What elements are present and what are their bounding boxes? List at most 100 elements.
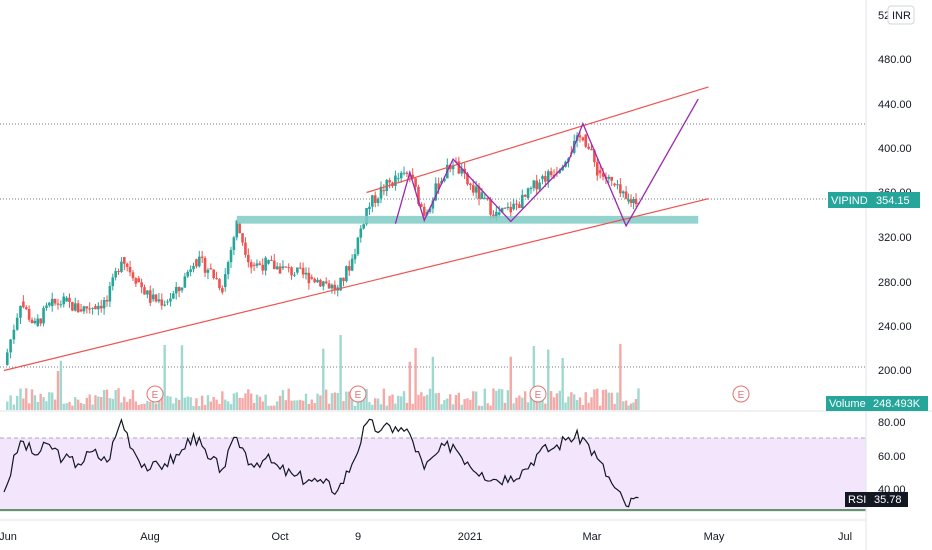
candle-body (581, 137, 585, 141)
volume-bar (385, 405, 388, 410)
candle-body (590, 148, 593, 151)
candle-body (629, 199, 633, 203)
candle-body (489, 199, 492, 215)
candle-body (59, 304, 63, 306)
volume-bar (296, 400, 299, 410)
candle-body (91, 307, 94, 309)
earnings-marker[interactable]: E (349, 385, 367, 403)
volume-bar (405, 402, 409, 410)
earnings-marker[interactable]: E (146, 385, 164, 403)
volume-bar (15, 395, 19, 410)
time-tick: Aug (140, 531, 160, 543)
rsi-line (3, 417, 639, 508)
volume-bar (431, 356, 435, 410)
volume-bar (624, 400, 628, 410)
volume-bars (6, 335, 640, 410)
volume-bar (382, 388, 386, 410)
candle-body (22, 301, 25, 308)
volume-bar (76, 399, 80, 410)
candle-body (293, 274, 296, 276)
candles (5, 130, 640, 366)
candle-body (535, 180, 539, 190)
candle-body (408, 173, 412, 176)
candle-body (102, 300, 106, 309)
candle-body (180, 287, 184, 291)
candle-body (486, 197, 489, 200)
candle-body (578, 135, 582, 138)
price-tick: 320.00 (878, 232, 912, 244)
volume-bar (342, 400, 345, 410)
volume-bar (22, 398, 25, 410)
price-tick: 480.00 (878, 54, 912, 66)
earnings-marker[interactable]: E (529, 385, 547, 403)
pattern-line[interactable] (394, 98, 699, 228)
volume-bar (521, 397, 524, 410)
volume-bar (555, 393, 559, 410)
volume-bar (581, 405, 585, 410)
volume-bar (399, 396, 403, 410)
rsi-tick: 60.00 (878, 451, 906, 463)
price-tick: 52 (878, 10, 890, 22)
volume-bar (71, 405, 74, 410)
channel-upper-line[interactable] (366, 86, 709, 194)
volume-bar (368, 402, 371, 410)
volume-bar (275, 401, 279, 410)
candle-body (483, 197, 487, 199)
candle-body (411, 174, 415, 179)
candle-body (223, 274, 227, 288)
volume-bar (313, 402, 316, 410)
volume-bar (261, 401, 264, 410)
volume-bar (483, 388, 487, 410)
volume-bar (425, 394, 429, 410)
candle-body (192, 265, 195, 270)
volume-bar (529, 391, 533, 410)
candle-body (371, 195, 374, 207)
candle-body (226, 262, 230, 275)
volume-bar (619, 343, 622, 410)
volume-bar (506, 390, 510, 410)
candle-body (480, 192, 484, 199)
last-price-tag (868, 192, 920, 208)
currency-badge[interactable]: INR (887, 5, 915, 25)
volume-bar (549, 391, 553, 410)
volume-bar (48, 392, 51, 410)
candle-body (333, 284, 337, 291)
candle-body (477, 186, 481, 199)
candle-body (451, 165, 455, 170)
rsi-name-tag (845, 492, 868, 507)
volume-bar (45, 401, 48, 410)
volume-bar (157, 399, 161, 410)
time-tick: May (704, 531, 725, 543)
volume-bar (189, 397, 192, 410)
volume-bar (570, 392, 573, 410)
candle-body (131, 272, 135, 279)
candle-body (434, 183, 438, 201)
candle-body (45, 305, 48, 308)
candle-body (319, 279, 322, 287)
candle-body (634, 198, 638, 205)
volume-bar (131, 389, 135, 410)
volume-bar (333, 392, 337, 410)
support-zone[interactable] (236, 215, 699, 224)
earnings-label: E (738, 390, 745, 401)
rsi-name: RSI (848, 494, 866, 506)
volume-bar (154, 403, 158, 410)
candle-body (232, 237, 236, 250)
price-tick: 240.00 (878, 321, 912, 333)
volume-bar (258, 396, 262, 410)
time-tick: Jun (0, 531, 17, 543)
channel-lower-line[interactable] (3, 198, 709, 372)
volume-bar (91, 404, 94, 410)
earnings-marker[interactable]: E (732, 385, 750, 403)
volume-bar (59, 360, 63, 410)
volume-bar (247, 389, 250, 410)
candle-body (287, 267, 290, 269)
volume-bar (437, 392, 440, 410)
volume-bar (209, 401, 213, 410)
volume-bar (629, 403, 633, 410)
candle-body (402, 172, 406, 174)
volume-bar (322, 348, 325, 410)
candle-body (474, 186, 478, 193)
candle-body (247, 254, 250, 263)
